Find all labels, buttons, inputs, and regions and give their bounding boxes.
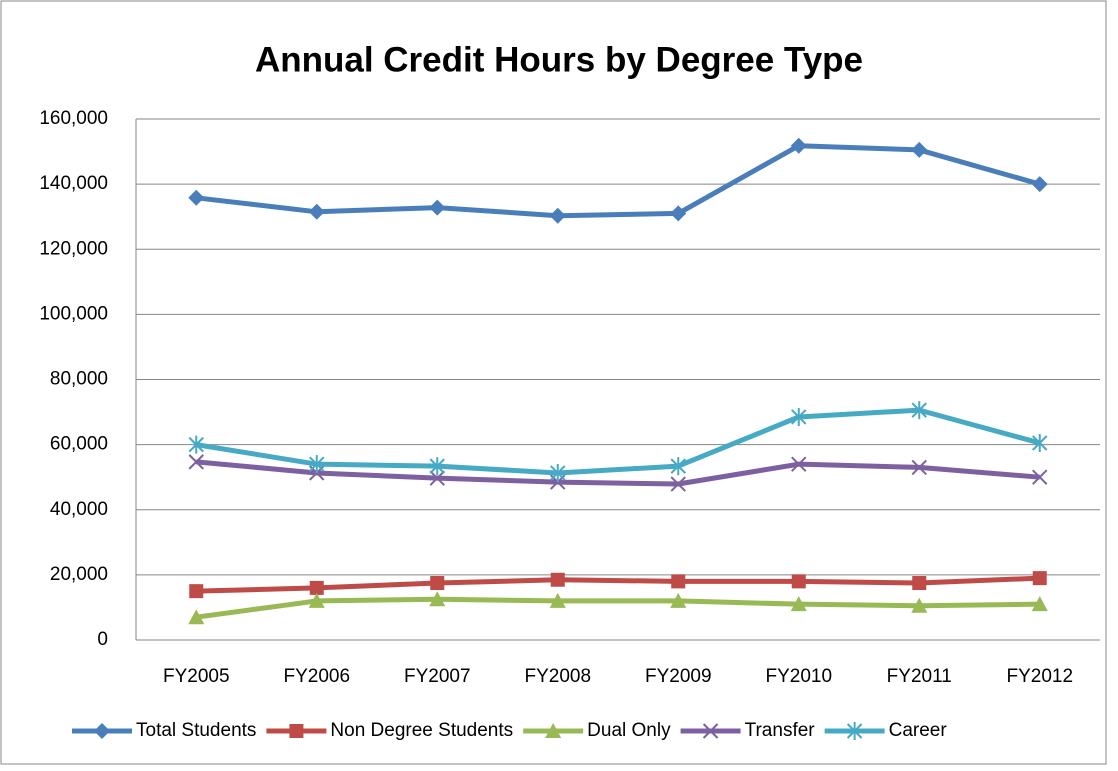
data-point (670, 457, 686, 476)
x-tick-label: FY2005 (163, 666, 230, 687)
series-line (196, 459, 1040, 487)
y-tick-label: 0 (97, 629, 108, 650)
x-tick-label: FY2011 (887, 666, 952, 687)
data-point (308, 592, 325, 608)
data-point (549, 207, 566, 224)
x-tick-label: FY2008 (524, 666, 591, 687)
data-point (430, 576, 445, 591)
data-point (188, 189, 205, 206)
data-point (790, 137, 807, 154)
data-point (308, 203, 325, 220)
data-point (429, 591, 446, 607)
x-tick-label: FY2007 (404, 666, 471, 687)
x-tick-label: FY2006 (283, 666, 350, 687)
data-point (309, 580, 324, 595)
data-point (911, 141, 928, 158)
data-point (791, 574, 806, 589)
data-point (188, 435, 204, 454)
data-point (671, 574, 686, 589)
legend-marker (702, 723, 719, 739)
data-point (429, 470, 445, 486)
legend-marker (545, 723, 562, 738)
x-tick-label: FY2010 (765, 666, 832, 687)
data-point (911, 597, 928, 613)
data-point (429, 457, 445, 476)
data-point (1032, 571, 1047, 586)
legend-label: Total Students (136, 720, 256, 741)
data-point (670, 205, 687, 222)
data-point (309, 455, 325, 474)
data-point (188, 609, 205, 625)
data-point (911, 401, 927, 420)
chart-title: Annual Credit Hours by Degree Type (255, 40, 863, 79)
y-tick-label: 100,000 (39, 303, 108, 324)
data-point (1032, 469, 1048, 485)
y-tick-label: 40,000 (50, 499, 108, 520)
y-tick-label: 120,000 (39, 238, 108, 259)
data-point (189, 584, 204, 599)
data-point (1031, 596, 1048, 612)
x-tick-label: FY2012 (1006, 666, 1073, 687)
data-point (791, 456, 807, 472)
y-tick-label: 60,000 (50, 434, 108, 455)
data-point (911, 459, 927, 476)
data-point (790, 596, 807, 612)
legend-label: Transfer (745, 720, 816, 741)
data-point (791, 407, 807, 426)
legend-label: Career (889, 720, 948, 741)
data-point (1032, 433, 1048, 452)
y-tick-label: 140,000 (39, 173, 108, 194)
data-point (670, 592, 687, 608)
series-line (196, 575, 1040, 594)
legend-marker (846, 722, 863, 740)
data-point (1031, 176, 1048, 193)
data-point (912, 576, 927, 591)
series-line (195, 407, 1041, 476)
data-point (549, 592, 566, 608)
y-tick-label: 20,000 (50, 564, 108, 585)
series-line (195, 143, 1041, 219)
series-line (195, 596, 1040, 620)
legend-label: Dual Only (587, 720, 671, 741)
data-point (670, 476, 686, 492)
data-point (188, 454, 204, 470)
legend-marker (94, 723, 110, 739)
legend-marker (289, 724, 304, 738)
y-tick-label: 80,000 (50, 369, 108, 390)
data-point (429, 199, 446, 216)
y-tick-label: 160,000 (39, 108, 108, 129)
legend-label: Non Degree Students (330, 720, 513, 741)
data-point (550, 463, 566, 482)
x-tick-label: FY2009 (645, 666, 712, 687)
data-point (550, 572, 565, 587)
